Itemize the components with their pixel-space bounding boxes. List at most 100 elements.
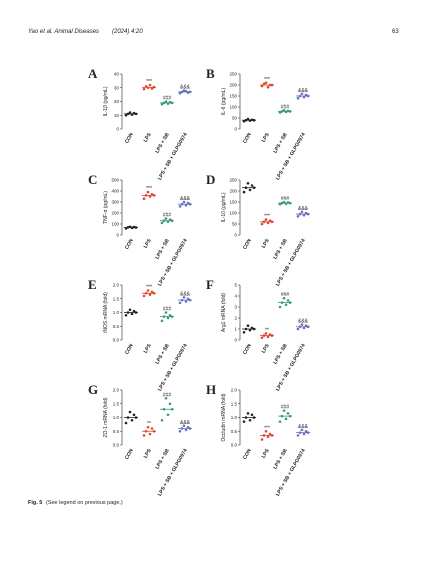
y-tick-label: 30 xyxy=(114,85,120,90)
data-point xyxy=(150,427,154,430)
data-point xyxy=(146,86,150,90)
data-point xyxy=(246,117,250,121)
x-tick-label: CON xyxy=(124,238,135,251)
y-tick-label: 0 xyxy=(234,233,237,238)
data-point xyxy=(160,102,164,106)
data-point xyxy=(304,429,308,433)
data-point xyxy=(132,413,136,417)
y-tick-label: 1.5 xyxy=(113,296,120,301)
data-point xyxy=(160,319,164,323)
panel-chart: G ZO-1 mRNA (fold) 0.0 0.5 1.0 1.5 2.0 CON LPS **… xyxy=(88,382,192,497)
y-axis-label: IL-10 (pg/mL) xyxy=(221,192,227,222)
data-point xyxy=(168,313,172,317)
data-point xyxy=(148,83,152,87)
data-point xyxy=(300,428,304,432)
significance: ** xyxy=(265,327,269,333)
y-tick-label: 0.0 xyxy=(231,443,238,448)
data-point xyxy=(246,324,250,328)
data-point xyxy=(164,311,168,314)
y-tick-label: 200 xyxy=(111,211,119,216)
y-tick-label: 2.0 xyxy=(113,388,120,393)
data-point xyxy=(278,420,282,423)
data-point xyxy=(260,222,264,226)
y-axis-label: IL-1β (pg/mL) xyxy=(103,86,109,116)
data-point xyxy=(296,327,300,331)
data-point xyxy=(284,303,288,307)
y-tick-label: 0.5 xyxy=(113,324,120,329)
y-tick-label: 0.5 xyxy=(231,429,238,434)
x-tick-label: LPS + SB xyxy=(272,448,289,471)
significance: ### xyxy=(163,213,172,219)
data-point xyxy=(184,300,188,303)
data-point xyxy=(186,201,190,205)
data-point xyxy=(146,289,150,292)
y-tick-label: 0.0 xyxy=(113,443,120,448)
y-tick-label: 40 xyxy=(114,72,120,77)
significance: *** xyxy=(264,425,270,431)
y-tick-label: 0 xyxy=(234,338,237,343)
x-tick-label: LPS xyxy=(143,447,153,459)
significance: &&& xyxy=(298,319,309,325)
panel-chart: B IL-6 (pg/mL) 0 50 100 150 200 250 CON LPS *** LPS… xyxy=(206,66,310,181)
data-point xyxy=(150,87,154,90)
y-tick-label: 200 xyxy=(229,83,237,88)
data-point xyxy=(302,326,306,330)
data-point xyxy=(150,290,154,294)
journal: Yao et al. Animal Diseases xyxy=(28,29,99,35)
data-point xyxy=(302,95,306,99)
data-point xyxy=(184,428,188,432)
significance: ### xyxy=(281,292,290,298)
data-point xyxy=(164,100,168,103)
y-tick-label: 10 xyxy=(114,113,120,118)
significance: ### xyxy=(281,196,290,202)
data-point xyxy=(160,418,164,422)
x-tick-label: LPS xyxy=(143,237,153,249)
x-tick-label: LPS xyxy=(261,342,271,354)
y-tick-label: 50 xyxy=(232,222,238,227)
page-number: 63 xyxy=(392,29,399,35)
data-point xyxy=(146,190,150,194)
data-point xyxy=(278,202,282,206)
significance: ### xyxy=(163,392,172,398)
data-point xyxy=(130,312,134,316)
significance: ### xyxy=(281,104,290,110)
y-tick-label: 50 xyxy=(232,116,238,121)
data-point xyxy=(278,111,282,114)
data-point xyxy=(128,308,132,312)
significance: &&& xyxy=(180,196,191,202)
data-point xyxy=(300,323,304,326)
y-tick-label: 500 xyxy=(111,178,119,183)
y-tick-label: 2.0 xyxy=(231,388,238,393)
y-tick-label: 5 xyxy=(234,283,237,288)
data-point xyxy=(184,204,188,207)
data-point xyxy=(142,294,146,298)
y-tick-label: 1.0 xyxy=(113,415,120,420)
panel-chart: F Arg1 mRNA (fold) 0 1 2 3 4 5 CON LPS ** LPS + SB #… xyxy=(206,277,310,392)
y-tick-label: 100 xyxy=(229,211,237,216)
data-point xyxy=(246,412,250,415)
significance: *** xyxy=(146,186,152,192)
y-axis-label: Occludin mRNA (fold) xyxy=(221,393,227,441)
data-point xyxy=(248,328,252,332)
data-point xyxy=(168,402,172,406)
significance: *** xyxy=(264,214,270,220)
y-tick-label: 1.5 xyxy=(113,401,120,406)
data-point xyxy=(168,218,172,221)
data-point xyxy=(264,218,268,221)
significance: &&& xyxy=(180,85,191,91)
y-tick-label: 250 xyxy=(229,72,237,77)
data-point xyxy=(124,113,128,117)
data-point xyxy=(178,91,182,95)
data-point xyxy=(160,221,164,225)
x-tick-label: LPS xyxy=(261,447,271,459)
y-tick-label: 2.0 xyxy=(113,283,120,288)
data-point xyxy=(242,331,246,334)
y-axis-label: ZO-1 mRNA (fold) xyxy=(103,397,109,437)
data-point xyxy=(124,313,128,317)
data-point xyxy=(266,221,270,225)
data-point xyxy=(150,193,154,196)
data-point xyxy=(142,434,146,437)
y-tick-label: 1.5 xyxy=(231,401,238,406)
panel-label: B xyxy=(206,66,215,81)
